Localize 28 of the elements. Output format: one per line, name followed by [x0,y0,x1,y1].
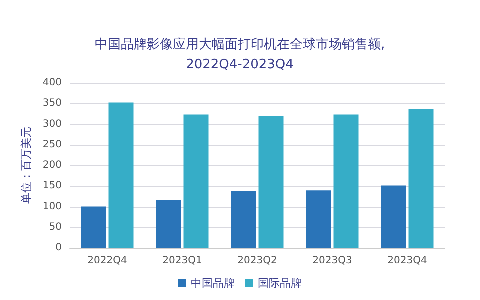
x-tick-label: 2023Q2 [238,256,278,266]
bar [81,206,106,248]
y-tick-label: 150 [42,180,62,192]
y-axis-title: 单位：百万美元 [20,127,33,204]
bar [381,186,406,248]
bar [334,114,359,248]
bar [306,190,332,248]
y-tick-label: 350 [42,98,62,110]
y-tick-label: 250 [42,139,62,150]
x-tick-label: 2023Q1 [162,256,202,266]
x-tick-label: 2023Q4 [388,256,428,266]
bar [408,108,434,248]
chart-title: 中国品牌影像应用大幅面打印机在全球市场销售额, 2022Q4-2023Q4 [94,36,386,72]
legend-label: 中国品牌 [191,277,235,290]
x-tick-label: 2023Q3 [312,256,352,266]
bar [184,114,209,248]
bar [156,200,182,248]
y-tick-label: 50 [49,222,62,233]
y-tick-label: 0 [56,242,62,254]
bar [108,102,134,248]
bar [231,191,256,248]
y-tick-label: 200 [42,160,62,171]
y-tick-label: 300 [42,118,62,130]
bar [258,116,284,248]
y-tick-label: 400 [42,78,62,88]
x-tick-label: 2022Q4 [88,256,128,266]
legend-label: 国际品牌 [258,277,302,290]
y-tick-label: 100 [42,201,62,212]
